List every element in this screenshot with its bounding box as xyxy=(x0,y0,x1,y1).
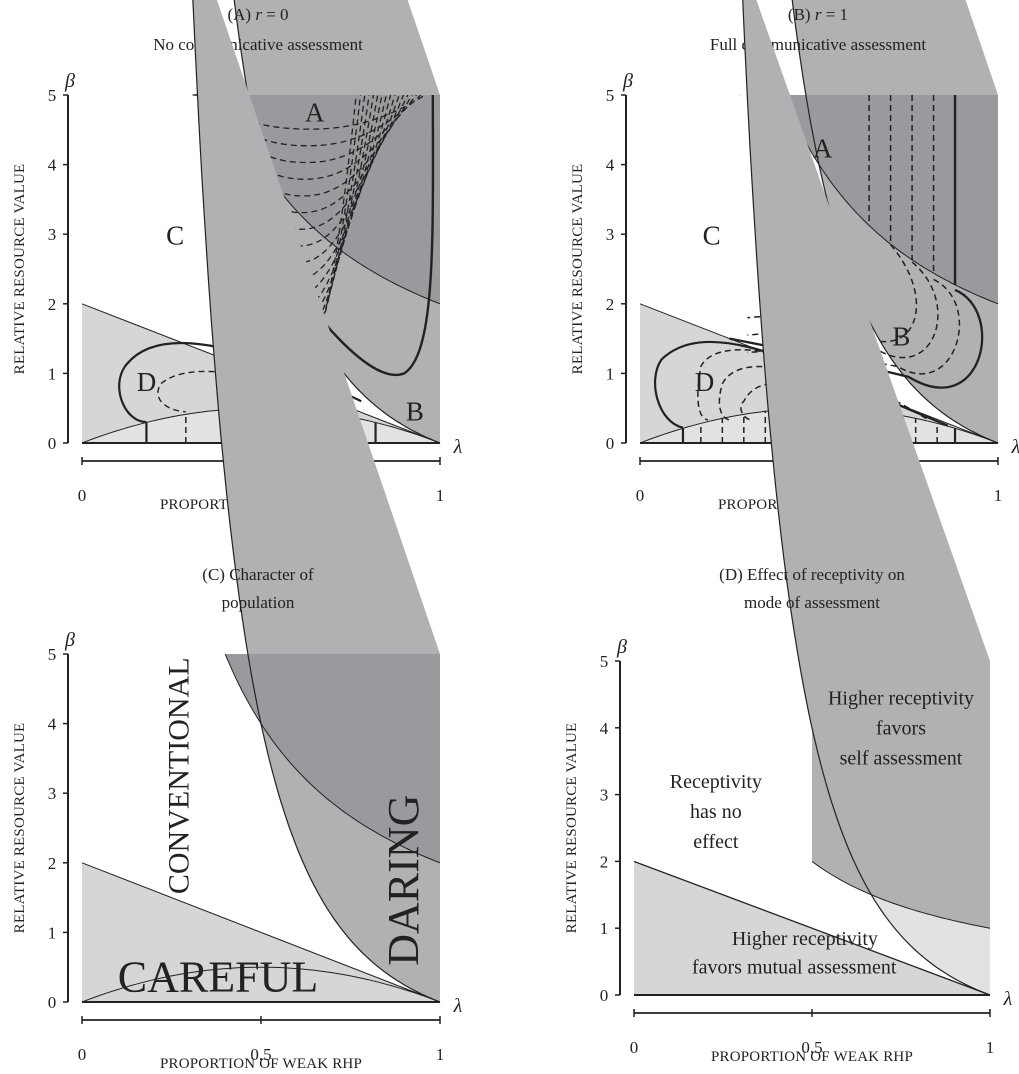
e-boundary xyxy=(81,966,441,1003)
panel-subtitle: mode of assessment xyxy=(744,593,880,612)
daring-boundary xyxy=(791,0,999,444)
careful-boundary xyxy=(81,862,441,1003)
y-axis-symbol: β xyxy=(64,70,75,92)
x-tick-label: 1 xyxy=(986,1038,995,1057)
region-label-c: C xyxy=(703,221,721,251)
y-tick-label: 3 xyxy=(48,225,57,244)
panel-subtitle: No communicative assessment xyxy=(153,35,363,54)
y-tick-label: 2 xyxy=(48,295,57,314)
y-axis-symbol: β xyxy=(622,70,633,92)
x-tick-label: 1 xyxy=(436,1045,445,1064)
y-tick-label: 3 xyxy=(600,786,609,805)
self-region xyxy=(742,0,990,929)
panel-title: (C) Character of xyxy=(202,565,314,584)
y-tick-label: 2 xyxy=(600,852,609,871)
mutual-region-upper xyxy=(812,727,990,995)
note-self-line2: favors xyxy=(876,717,926,739)
y-tick-label: 3 xyxy=(48,784,57,803)
y-tick-label: 5 xyxy=(48,86,57,105)
y-tick-label: 1 xyxy=(48,364,57,383)
x-tick-label: 0 xyxy=(78,1045,87,1064)
y-tick-label: 4 xyxy=(606,156,615,175)
upper-boundary xyxy=(224,653,441,864)
region-label-b: B xyxy=(406,397,424,427)
x-tick-label: 1 xyxy=(994,486,1003,505)
y-tick-label: 4 xyxy=(48,715,57,734)
label-careful: CAREFUL xyxy=(118,953,318,1002)
y-axis-label: RELATIVE RESOURCE VALUE xyxy=(12,164,28,375)
region-label-a: A xyxy=(305,97,325,127)
x-axis-label: PROPORTION OF WEAK RHP xyxy=(160,1056,362,1072)
upper-region xyxy=(225,654,440,863)
x-axis-symbol: λ xyxy=(1011,436,1019,458)
panel-subtitle: Full communicative assessment xyxy=(710,35,927,54)
note-none-line3: effect xyxy=(693,831,739,853)
y-axis-label: RELATIVE RESOURCE VALUE xyxy=(564,723,580,934)
panel-d: Higher receptivity favors self assessment R… xyxy=(564,0,1013,1065)
region-label-a: A xyxy=(813,134,833,164)
x-axis-symbol: λ xyxy=(1003,988,1013,1010)
careful-boundary xyxy=(633,860,991,996)
x-axis-label: PROPORTION OF WEAK RHP xyxy=(711,1049,913,1065)
y-tick-label: 4 xyxy=(48,156,57,175)
region-label-d: D xyxy=(695,367,715,397)
y-tick-label: 0 xyxy=(600,986,609,1005)
contour-line xyxy=(209,94,375,320)
x-tick-label: 0 xyxy=(636,486,645,505)
upper-boundary xyxy=(782,94,999,305)
note-none-line1: Receptivity xyxy=(670,771,762,793)
daring-boundary xyxy=(192,0,441,1003)
x-tick-label: 0.5 xyxy=(801,1038,822,1057)
x-tick-label: 0.5 xyxy=(250,1045,271,1064)
note-none-line2: has no xyxy=(690,801,742,823)
d-contour xyxy=(740,382,863,421)
panel-title: (B) r = 1 xyxy=(788,5,848,24)
y-tick-label: 5 xyxy=(606,86,615,105)
panel-title: (A) r = 0 xyxy=(227,5,288,24)
y-tick-label: 0 xyxy=(48,434,57,453)
note-self-line3: self assessment xyxy=(840,748,963,770)
region-label-c: C xyxy=(166,221,184,251)
y-tick-label: 4 xyxy=(600,719,609,738)
y-tick-label: 1 xyxy=(606,364,615,383)
y-tick-label: 0 xyxy=(48,993,57,1012)
label-conventional: CONVENTIONAL xyxy=(163,657,196,894)
note-mutual-line2: favors mutual assessment xyxy=(692,957,897,979)
y-tick-label: 0 xyxy=(606,434,615,453)
y-tick-label: 2 xyxy=(48,854,57,873)
self-mutual-boundary xyxy=(811,860,991,929)
x-tick-label: 0 xyxy=(630,1038,639,1057)
y-tick-label: 1 xyxy=(48,923,57,942)
note-mutual-line1: Higher receptivity xyxy=(732,928,878,950)
panel-title: (D) Effect of receptivity on xyxy=(719,565,905,584)
panel-subtitle: population xyxy=(222,593,295,612)
y-tick-label: 5 xyxy=(600,652,609,671)
d-contour xyxy=(718,365,892,421)
contour-d-dashed xyxy=(157,370,341,413)
x-axis-symbol: λ xyxy=(453,436,463,458)
y-tick-label: 1 xyxy=(600,919,609,938)
upper-region xyxy=(225,95,440,304)
y-tick-label: 5 xyxy=(48,645,57,664)
region-label-d: D xyxy=(137,367,157,397)
daring-boundary xyxy=(742,0,991,996)
x-tick-label: 1 xyxy=(436,486,445,505)
region-label-b: B xyxy=(892,322,910,352)
y-axis-label: RELATIVE RESOURCE VALUE xyxy=(12,723,28,934)
y-tick-label: 3 xyxy=(606,225,615,244)
y-axis-symbol: β xyxy=(616,636,627,658)
label-daring: DARING xyxy=(379,795,428,966)
y-axis-symbol: β xyxy=(64,629,75,651)
contour-line xyxy=(192,94,426,130)
y-axis-label: RELATIVE RESOURCE VALUE xyxy=(570,164,586,375)
y-tick-label: 2 xyxy=(606,295,615,314)
note-self-line1: Higher receptivity xyxy=(828,687,974,709)
x-tick-label: 0 xyxy=(78,486,87,505)
x-axis-symbol: λ xyxy=(453,995,463,1017)
